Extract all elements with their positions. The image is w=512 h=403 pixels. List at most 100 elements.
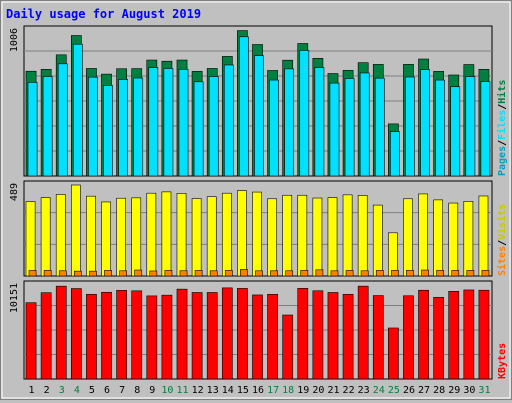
bar-files [239,36,249,177]
x-tick-label: 26 [403,385,415,396]
panel-max-label: 1006 [9,28,20,52]
bar-sites [58,270,67,277]
x-tick-label: 16 [252,385,264,396]
bar-visits [372,204,383,277]
bar-visits [101,201,111,277]
panel-series-labels: Sites/Visits [496,204,508,276]
bar-sites [466,270,475,277]
bar-files [465,76,476,177]
bar-files [254,55,264,177]
x-tick-label: 21 [327,385,339,396]
bar-visits [252,191,262,277]
bar-visits [86,195,96,277]
bar-sites [240,269,248,277]
panel-max-label: 10151 [9,283,20,313]
bar-sites [300,270,309,277]
bar-visits [267,198,277,277]
bar-sites [119,270,127,277]
x-tick-label: 7 [119,385,125,396]
bar-kbytes [206,292,218,380]
bar-sites [28,270,37,277]
bar-kbytes [55,285,67,380]
bar-sites [451,270,460,277]
bar-visits [40,197,51,277]
bar-visits [297,194,308,277]
bar-visits [176,193,187,277]
x-tick-label: 10 [161,385,173,396]
bar-kbytes [70,288,82,380]
bar-files [344,78,355,177]
x-tick-label: 9 [149,385,155,396]
bar-files [27,82,38,177]
series-label: / [497,104,508,110]
x-tick-label: 24 [373,385,385,396]
bar-files [133,77,144,177]
bar-kbytes [342,293,354,380]
bar-kbytes [478,289,490,380]
bar-kbytes [403,295,414,380]
bar-sites [43,270,52,277]
x-tick-label: 22 [343,385,355,396]
bar-sites [255,270,263,277]
bar-files [118,79,128,177]
bar-files [208,76,219,177]
bar-files [480,81,491,177]
bar-visits [116,197,126,277]
bar-files [57,63,68,177]
bar-files [359,72,370,177]
bar-sites [406,270,414,277]
chart-title: Daily usage for August 2019 [6,7,201,21]
bar-files [314,67,325,177]
bar-kbytes [418,289,429,380]
bar-files [329,82,340,177]
bar-files [88,76,98,177]
bar-sites [104,270,112,277]
bar-sites [149,270,158,277]
bar-visits [433,199,444,277]
bar-visits [418,193,428,277]
bar-kbytes [101,291,112,380]
bar-files [163,68,174,177]
bar-visits [191,198,202,277]
x-tick-label: 3 [59,385,65,396]
bar-sites [224,270,233,277]
bar-files [420,69,430,177]
bar-kbytes [86,293,97,380]
x-tick-label: 19 [297,385,309,396]
bar-files [435,79,446,177]
bar-kbytes [146,295,158,380]
bar-visits [388,232,398,277]
x-tick-label: 27 [418,385,430,396]
bar-sites [73,270,82,277]
bar-sites [194,270,203,277]
bar-visits [237,190,247,277]
bar-kbytes [297,288,309,380]
bar-sites [89,270,97,277]
bar-sites [391,270,399,277]
bar-files [223,64,234,177]
panel-kbytes: 10151 KBytes [9,280,508,380]
bar-files [450,86,461,177]
x-tick-label: 15 [237,385,249,396]
bar-visits [206,196,217,277]
bar-files [148,67,159,177]
bar-kbytes [372,295,384,380]
bar-sites [285,270,294,277]
bar-visits [25,201,36,277]
panel-max-label: 489 [9,183,20,201]
bar-visits [357,195,368,277]
bar-sites [164,270,173,277]
x-tick-label: 20 [312,385,324,396]
bar-kbytes [463,289,475,380]
bar-sites [315,269,324,277]
panel-series-labels: Pages/Files/Hits [496,80,508,176]
bar-files [374,77,385,177]
bar-visits [55,194,66,277]
x-tick-label: 28 [433,385,445,396]
bar-sites [360,270,369,277]
x-tick-label: 31 [478,385,490,396]
bar-files [284,68,295,177]
x-tick-label: 30 [463,385,475,396]
x-tick-label: 17 [267,385,279,396]
